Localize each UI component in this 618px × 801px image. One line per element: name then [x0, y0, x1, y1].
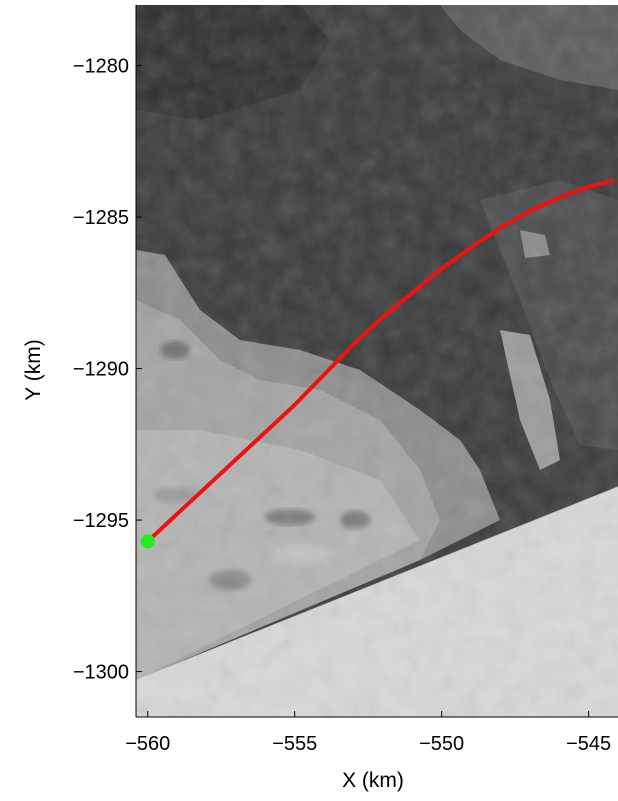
marker-layer [140, 534, 155, 549]
x-tick-label: −560 [125, 733, 170, 755]
y-axis-label: Y (km) [22, 339, 45, 400]
x-tick-label: −555 [272, 733, 317, 755]
x-axis-label: X (km) [342, 769, 404, 792]
y-tick-label: −1280 [73, 56, 129, 78]
axes [135, 5, 618, 718]
x-tick-label: −545 [566, 733, 611, 755]
y-tick-label: −1295 [73, 510, 129, 532]
series-line [145, 178, 615, 544]
series-layer [145, 178, 615, 544]
x-tick-label: −550 [419, 733, 464, 755]
y-tick-label: −1290 [73, 359, 129, 381]
y-tick-label: −1300 [73, 662, 129, 684]
start-point-marker [140, 534, 155, 549]
y-ticks: −1280 −1285 −1290 −1295 −1300 [73, 56, 142, 684]
satellite-image [136, 5, 618, 717]
y-tick-label: −1285 [73, 207, 129, 229]
x-ticks: −560 −555 −550 −545 [125, 711, 611, 755]
